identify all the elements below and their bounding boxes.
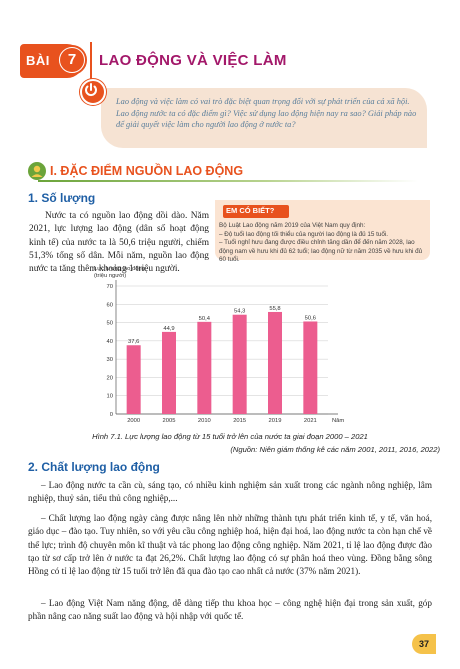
bar	[197, 321, 212, 414]
bar-value-label: 50,4	[199, 316, 211, 322]
bar	[303, 321, 318, 414]
x-tick-label: 2005	[163, 418, 176, 424]
subheading-quantity: 1. Số lượng	[28, 191, 96, 205]
y-tick-label: 40	[107, 339, 113, 345]
subheading-quality: 2. Chất lượng lao động	[28, 460, 160, 474]
y-tick-label: 20	[107, 375, 113, 381]
y-tick-label: 30	[107, 357, 113, 363]
y-tick-label: 70	[107, 284, 113, 290]
did-you-know-line: Bộ Luật Lao động năm 2019 của Việt Nam q…	[219, 222, 366, 229]
bar-value-label: 37,6	[128, 339, 139, 345]
did-you-know-line: – Tuổi nghỉ hưu đang được điều chỉnh tăn…	[219, 239, 423, 264]
x-axis-label: Năm	[332, 418, 344, 424]
y-tick-label: 10	[107, 394, 113, 400]
quantity-paragraph: Nước ta có nguồn lao động dồi dào. Năm 2…	[29, 211, 209, 275]
lesson-number: 7	[60, 48, 84, 72]
section-title: I. ĐẶC ĐIỂM NGUỒN LAO ĐỘNG	[50, 164, 244, 178]
bar	[232, 314, 247, 414]
did-you-know-line: – Độ tuổi lao động tối thiểu của người l…	[219, 230, 389, 238]
y-axis-label: Lực lượng lao động (triệu người)	[94, 266, 145, 279]
quality-paragraph-3: – Lao động Việt Nam năng động, dễ dàng t…	[28, 598, 432, 622]
page-number: 37	[412, 634, 436, 654]
did-you-know-label: EM CÓ BIẾT?	[226, 206, 275, 215]
bar	[126, 345, 141, 414]
x-tick-label: 2015	[233, 418, 246, 424]
bar-value-label: 55,8	[269, 306, 280, 312]
y-tick-label: 60	[107, 302, 113, 308]
chart-caption: Hình 7.1. Lực lượng lao động từ 15 tuổi …	[92, 432, 368, 441]
bar	[162, 331, 176, 414]
chart-source: (Nguồn: Niên giám thống kê các năm 2001,…	[230, 445, 440, 454]
y-tick-label: 50	[107, 321, 113, 327]
person-icon	[28, 162, 46, 180]
bar-value-label: 54,3	[234, 309, 245, 315]
bar-value-label: 44,9	[163, 326, 174, 332]
did-you-know-text: Bộ Luật Lao động năm 2019 của Việt Nam q…	[219, 222, 423, 265]
x-tick-label: 2000	[127, 418, 140, 424]
y-tick-label: 0	[110, 412, 113, 418]
bar-value-label: 50,6	[305, 315, 316, 321]
x-tick-label: 2019	[269, 418, 282, 424]
did-you-know-badge	[223, 205, 289, 218]
intro-box	[101, 88, 427, 148]
lesson-divider	[90, 42, 92, 80]
labor-force-chart: Lực lượng lao động (triệu người) 0 10 20 30 40…	[94, 266, 344, 424]
quality-paragraph-1: – Lao động nước ta cần cù, sáng tạo, có …	[28, 480, 432, 504]
power-icon	[80, 79, 106, 105]
intro-text: Lao động và việc làm có vai trò đặc biệt…	[116, 97, 417, 130]
x-tick-label: 2010	[198, 418, 211, 424]
x-tick-label: 2021	[304, 418, 317, 424]
section-underline	[38, 180, 418, 182]
lesson-title: LAO ĐỘNG VÀ VIỆC LÀM	[99, 52, 287, 69]
lesson-word: BÀI	[26, 53, 50, 68]
quality-paragraph-2: – Chất lượng lao động ngày càng được nân…	[28, 513, 432, 577]
bar	[268, 311, 282, 414]
